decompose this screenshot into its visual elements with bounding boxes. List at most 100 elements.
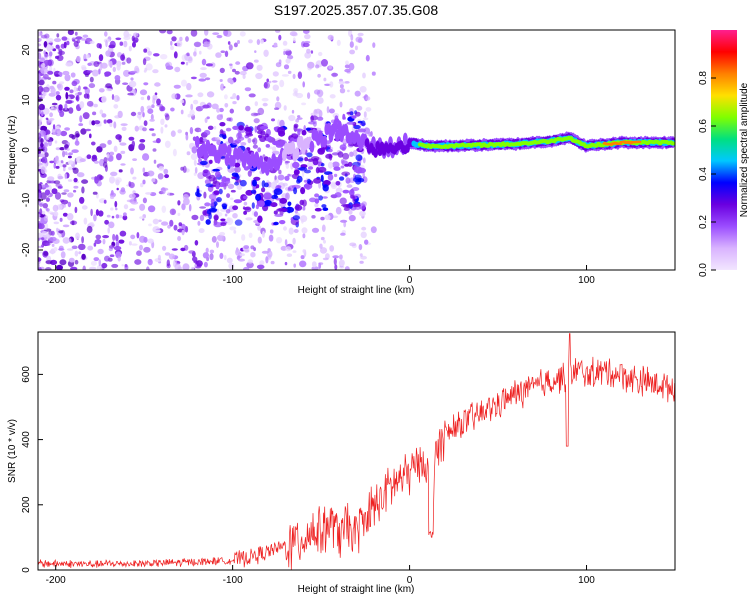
noise-blob [323,77,327,82]
noise-blob [320,236,325,241]
transition-blob [233,199,243,204]
noise-blob [119,142,127,146]
snr-border [37,331,676,571]
transition-blob [205,183,214,188]
noise-blob [317,97,324,104]
noise-blob [164,140,171,148]
noise-blob [107,227,110,234]
noise-blob [193,159,197,166]
noise-blob [93,160,100,164]
noise-blob [152,148,157,152]
ridge-mark [332,119,338,132]
noise-blob [143,246,151,253]
noise-blob [147,95,151,101]
transition-blob [216,197,222,203]
noise-blob [261,97,269,102]
noise-blob [109,122,113,127]
noise-blob [153,229,161,233]
noise-blob [283,50,286,56]
noise-blob [67,201,72,208]
noise-blob [41,156,48,164]
noise-blob [359,210,366,217]
noise-blob [143,82,149,86]
noise-blob [228,44,233,51]
noise-blob [327,34,334,41]
noise-blob [202,104,210,109]
noise-blob [285,160,290,164]
noise-blob [324,214,331,221]
transition-blob [230,189,236,193]
transition-blob [287,206,291,214]
noise-blob [110,171,118,177]
noise-blob [226,257,233,264]
noise-blob [38,192,42,198]
noise-blob [250,251,256,258]
transition-blob [199,214,205,221]
noise-blob [232,93,237,99]
transition-blob [298,166,308,172]
noise-blob [162,245,167,251]
noise-blob [171,93,178,100]
noise-blob [240,142,247,146]
noise-blob [131,140,135,148]
noise-blob [318,262,322,269]
noise-blob [226,217,231,223]
noise-blob [191,146,198,154]
noise-blob [160,126,164,134]
noise-blob [261,250,269,254]
noise-blob [252,144,258,149]
noise-blob [73,185,79,189]
transition-blob [318,195,323,201]
transition-blob [273,221,279,226]
spectrogram-y-tick-label: 20 [21,44,32,56]
noise-blob [178,222,183,227]
ridge-mark [224,154,230,166]
noise-blob [71,80,78,87]
noise-blob [340,219,348,223]
noise-blob [86,100,94,107]
noise-blob [149,118,155,122]
figure-title: S197.2025.357.07.35.G08 [274,2,438,18]
noise-blob [38,37,42,42]
noise-blob [117,110,123,119]
noise-blob [300,255,305,260]
noise-blob [131,243,138,246]
transition-blob [313,177,322,184]
noise-blob [234,70,240,75]
noise-blob [160,106,166,112]
transition-blob [206,176,212,180]
noise-blob [215,137,220,141]
transition-blob [355,154,363,161]
noise-blob [44,267,52,270]
transition-blob [270,202,278,208]
noise-blob [99,62,103,71]
noise-blob [232,101,237,105]
transition-blob [361,120,366,127]
noise-blob [54,74,60,77]
noise-blob [186,82,192,91]
noise-blob [40,142,44,148]
transition-blob [292,215,300,221]
noise-blob [286,253,293,257]
noise-blob [336,39,341,47]
noise-blob [159,30,167,34]
noise-blob [273,42,278,47]
noise-blob [360,231,367,239]
ridge-mark [670,141,675,146]
transition-blob [272,140,281,146]
noise-blob [59,259,67,266]
noise-blob [241,234,246,241]
transition-blob [343,207,350,211]
noise-blob [226,117,232,122]
transition-blob [261,180,266,188]
noise-blob [59,81,65,85]
transition-blob [214,171,221,178]
transition-blob [221,176,227,183]
transition-blob [354,111,361,117]
noise-blob [197,92,204,98]
transition-blob [203,191,207,199]
noise-blob [173,224,178,231]
transition-blob [254,125,258,133]
noise-blob [312,253,319,258]
transition-blob [273,126,278,131]
